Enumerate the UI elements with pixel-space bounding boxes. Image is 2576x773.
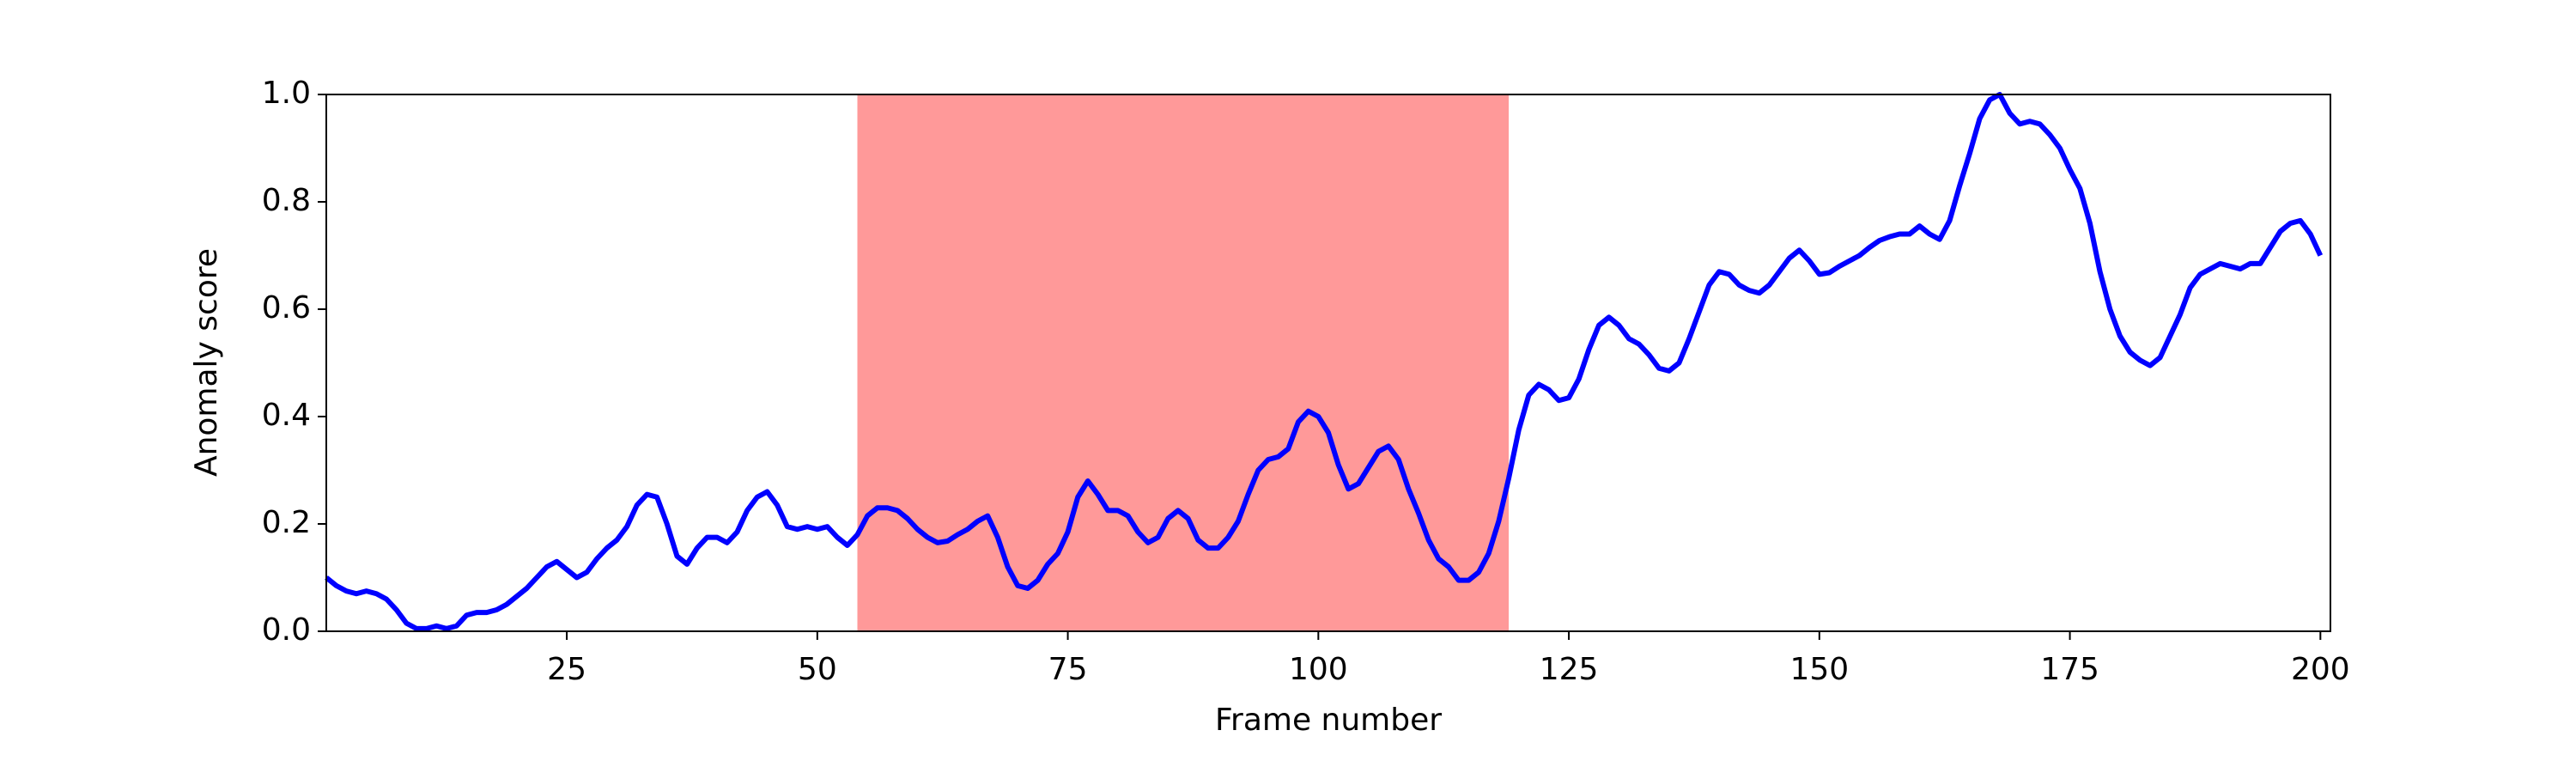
series-line	[325, 92, 2324, 631]
plot-frame	[325, 94, 2331, 632]
shaded-span	[857, 94, 1510, 631]
y-tick-label: 0.8	[262, 183, 311, 218]
x-tick-label: 150	[1789, 652, 1849, 687]
y-tick-label: 0.4	[262, 398, 311, 433]
x-tick-label: 175	[2040, 652, 2099, 687]
y-tick-label: 1.0	[262, 76, 311, 111]
y-tick-label: 0.2	[262, 505, 311, 540]
y-axis-label: Anomaly score	[189, 248, 224, 477]
x-tick-label: 50	[798, 652, 837, 687]
x-tick-label: 100	[1289, 652, 1348, 687]
x-axis-label: Frame number	[1215, 703, 1442, 738]
x-tick-label: 75	[1048, 652, 1088, 687]
x-tick-label: 125	[1540, 652, 1599, 687]
x-tick-label: 200	[2291, 652, 2350, 687]
x-tick-label: 25	[547, 652, 586, 687]
y-tick-label: 0.0	[262, 612, 311, 648]
y-tick-label: 0.6	[262, 290, 311, 326]
